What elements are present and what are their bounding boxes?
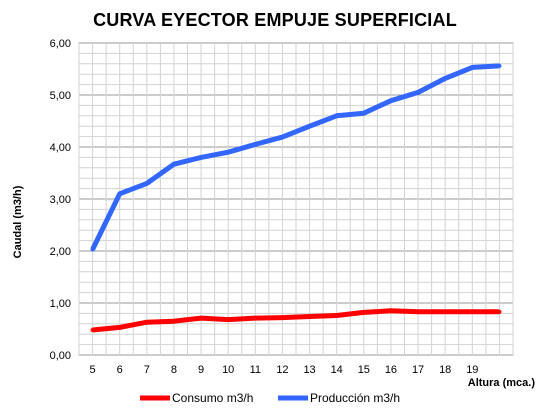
data-point <box>226 150 231 155</box>
data-point <box>361 310 366 315</box>
data-point <box>253 316 258 321</box>
y-tick-label: 3,00 <box>50 194 71 206</box>
x-tick-label: 6 <box>117 364 123 376</box>
data-point <box>334 313 339 318</box>
x-tick-label: 15 <box>358 364 370 376</box>
legend-label: Consumo m3/h <box>172 391 253 405</box>
data-point <box>144 181 149 186</box>
data-point <box>388 98 393 103</box>
x-tick-label: 16 <box>385 364 397 376</box>
data-point <box>144 320 149 325</box>
x-tick-label: 18 <box>439 364 451 376</box>
y-tick-label: 4,00 <box>50 142 71 154</box>
series-line-1 <box>92 308 500 333</box>
data-point <box>199 316 204 321</box>
legend: Consumo m3/h Producción m3/h <box>140 391 400 405</box>
x-tick-label: 19 <box>466 364 478 376</box>
chart-title: CURVA EYECTOR EMPUJE SUPERFICIAL <box>93 10 457 30</box>
data-point <box>253 142 258 147</box>
data-point <box>307 124 312 129</box>
data-point <box>171 162 176 167</box>
y-axis-ticks: 0,00 1,00 2,00 3,00 4,00 5,00 6,00 <box>50 38 71 362</box>
data-point <box>117 191 122 196</box>
y-tick-label: 1,00 <box>50 298 71 310</box>
data-point <box>280 135 285 140</box>
x-axis-title: Altura (mca.) <box>468 377 536 389</box>
y-tick-label: 0,00 <box>50 350 71 362</box>
data-point <box>90 247 95 252</box>
x-tick-label: 12 <box>276 364 288 376</box>
x-tick-label: 10 <box>222 364 234 376</box>
x-tick-label: 8 <box>171 364 177 376</box>
data-point <box>470 65 475 70</box>
data-point <box>226 317 231 322</box>
x-tick-label: 9 <box>198 364 204 376</box>
x-tick-label: 5 <box>90 364 96 376</box>
x-axis-ticks: 5 6 7 8 9 10 11 12 13 14 15 16 17 18 19 <box>90 364 479 376</box>
x-tick-label: 11 <box>250 364 261 376</box>
y-tick-label: 6,00 <box>50 38 71 50</box>
data-point <box>443 76 448 81</box>
data-point <box>416 90 421 95</box>
x-tick-label: 17 <box>412 364 424 376</box>
data-point <box>307 314 312 319</box>
data-point <box>199 155 204 160</box>
data-point <box>497 63 502 68</box>
y-axis-title: Caudal (m3/h) <box>12 185 24 258</box>
x-tick-label: 7 <box>144 364 150 376</box>
data-point <box>470 309 475 314</box>
series-line-2 <box>90 63 500 251</box>
data-point <box>361 111 366 116</box>
data-point <box>443 309 448 314</box>
plot-grid <box>78 42 514 356</box>
data-point <box>117 325 122 330</box>
data-point <box>280 315 285 320</box>
data-point <box>497 309 502 314</box>
x-tick-label: 13 <box>303 364 315 376</box>
series-layer <box>90 63 502 333</box>
legend-label: Producción m3/h <box>310 391 400 405</box>
data-point <box>416 309 421 314</box>
data-point <box>388 308 393 313</box>
y-tick-label: 5,00 <box>50 90 71 102</box>
data-point <box>90 328 95 333</box>
y-tick-label: 2,00 <box>50 246 71 258</box>
x-tick-label: 14 <box>331 364 343 376</box>
data-point <box>334 113 339 118</box>
data-point <box>171 319 176 324</box>
